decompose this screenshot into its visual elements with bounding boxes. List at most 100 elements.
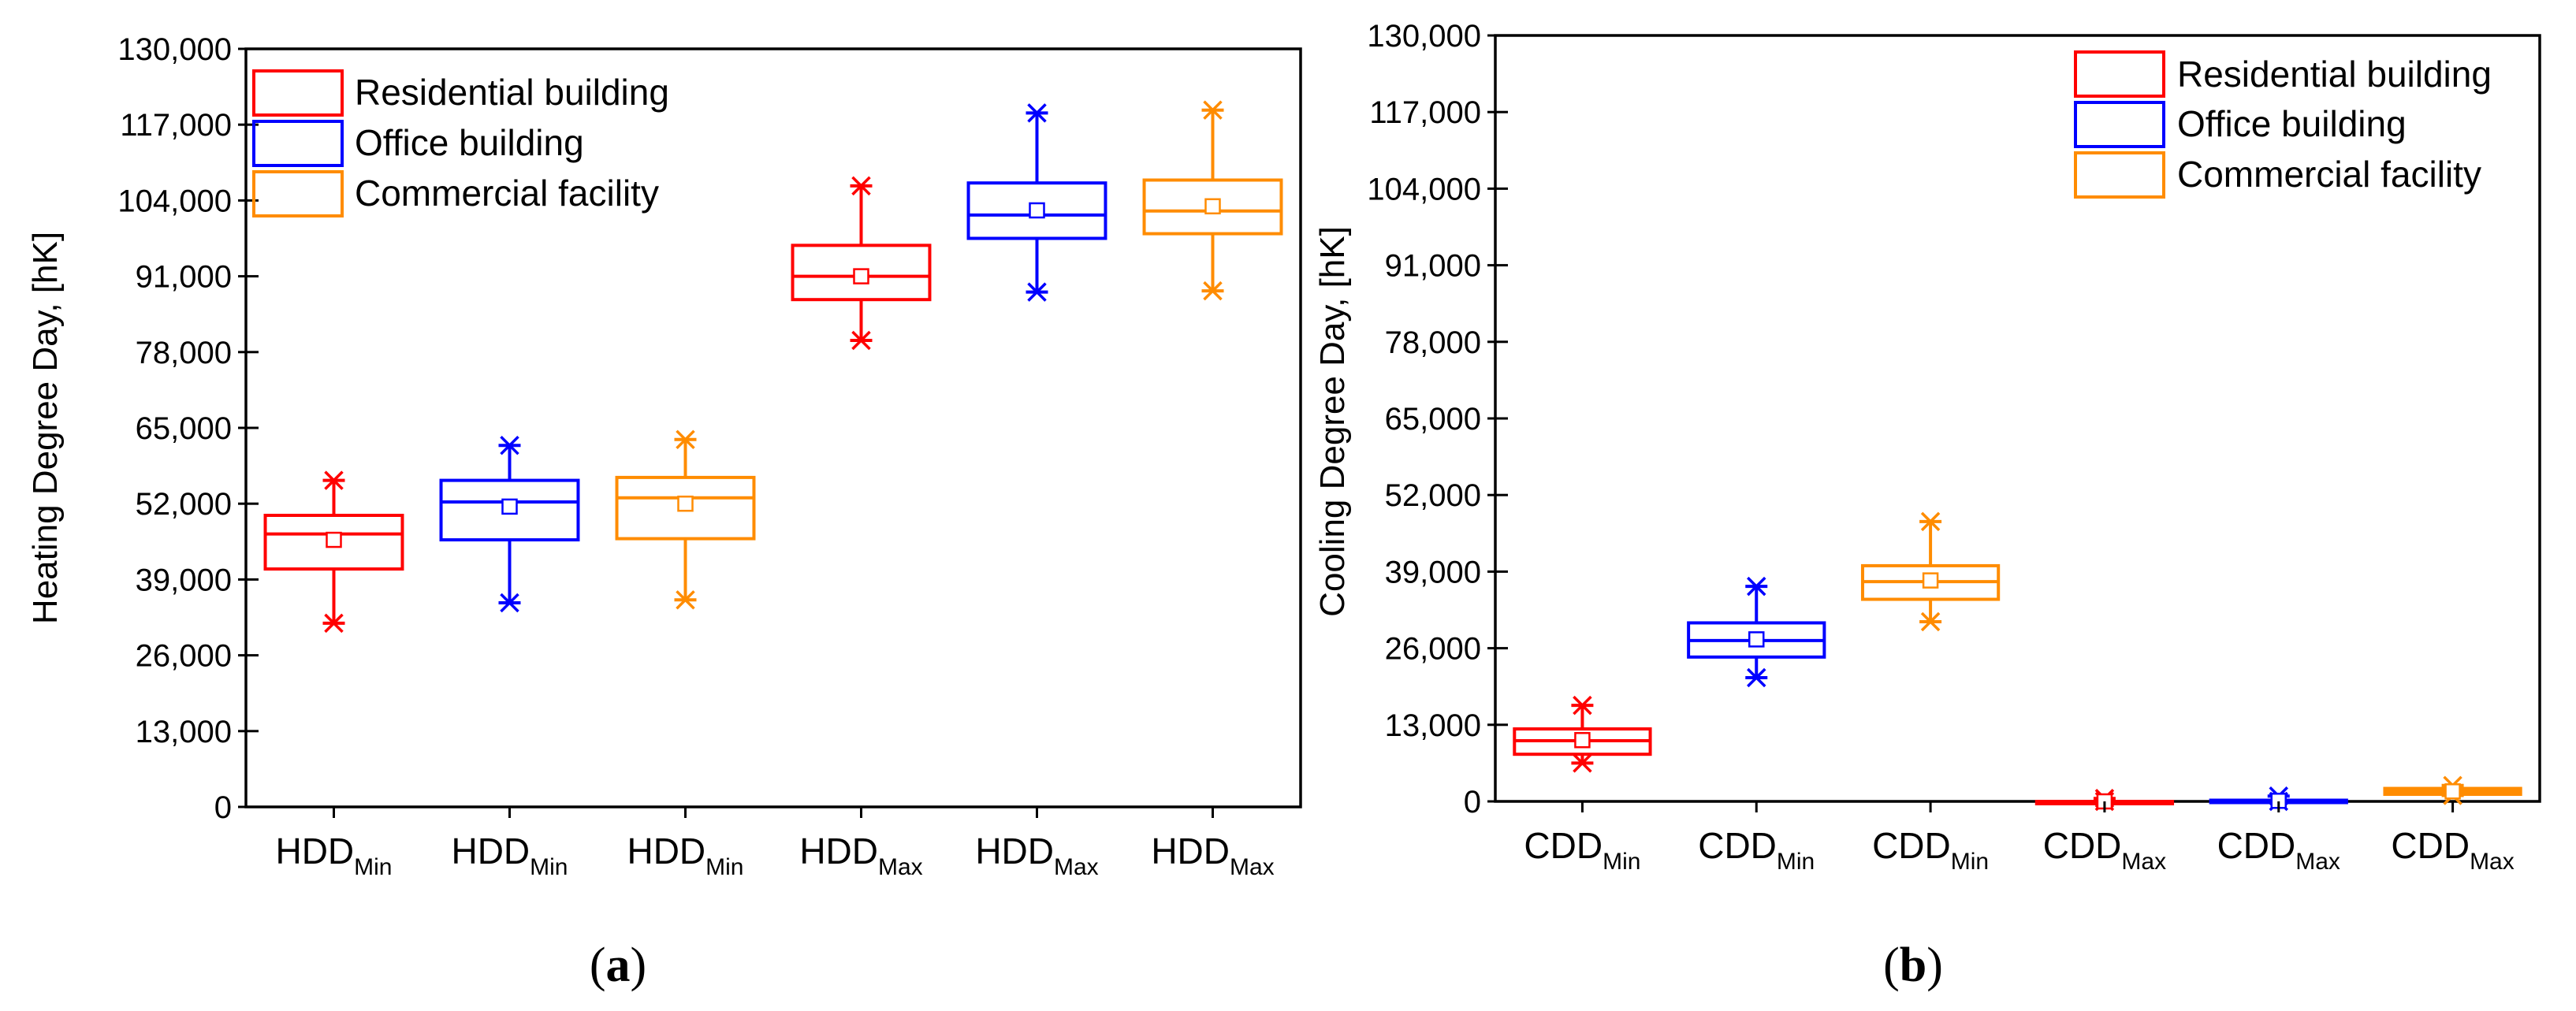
y-tick-label-b: 91,000 (1385, 249, 1481, 284)
x-tick-label-b: CDDMax (2391, 825, 2514, 875)
x-tick-label-b: CDDMax (2043, 825, 2166, 875)
mean-marker-office (1029, 202, 1045, 219)
mean-marker-office (501, 498, 518, 515)
y-tick-label-a: 39,000 (136, 563, 232, 597)
y-tick-label-a: 0 (214, 790, 232, 825)
y-tick-label-a: 65,000 (136, 411, 232, 446)
y-tick-label-a: 104,000 (117, 184, 232, 218)
max-marker-office (500, 435, 519, 455)
max-marker-office (1747, 576, 1766, 597)
max-marker-commercial (676, 429, 695, 450)
y-tick-label-b: 104,000 (1367, 172, 1481, 206)
y-tick-label-a: 13,000 (136, 715, 232, 749)
min-marker-commercial (1203, 281, 1223, 301)
y-tick-label-a: 117,000 (120, 108, 232, 143)
y-tick-label-a: 52,000 (136, 487, 232, 522)
legend-swatch-residential (252, 69, 344, 117)
legend-swatch-residential (2074, 50, 2165, 98)
max-marker-residential (324, 470, 344, 490)
y-tick-label-b: 130,000 (1367, 19, 1481, 54)
x-axis-labels-a: HDDMin HDDMin HDDMin HDDMax HDDMax HDDMax (275, 807, 1275, 880)
legend-label-residential: Residential building (2177, 54, 2492, 95)
legend-label-commercial: Commercial facility (2177, 154, 2481, 195)
legend-swatch-office (2074, 101, 2165, 148)
y-axis-title-a: Heating Degree Day, [hK] (26, 232, 65, 624)
panel-label-a-close: ) (631, 939, 647, 992)
panel-b: 0 13,000 26,000 39,000 52,000 65,000 78,000 91,… (1313, 19, 2541, 992)
y-tick-label-b: 65,000 (1385, 402, 1481, 437)
legend-b: Residential building Office building Com… (2074, 50, 2492, 199)
mean-marker-residential (326, 531, 342, 548)
y-tick-label-a: 78,000 (136, 336, 232, 370)
panel-label-a-letter: a (606, 939, 631, 992)
y-tick-label-b: 0 (1464, 785, 1481, 820)
mean-marker-commercial (1204, 198, 1221, 215)
box-office (966, 181, 1107, 240)
min-marker-commercial (676, 590, 695, 610)
legend-swatch-commercial (2074, 151, 2165, 199)
legend-label-residential: Residential building (355, 72, 669, 113)
x-tick-label-b: CDDMax (2217, 825, 2340, 875)
y-tick-label-b: 52,000 (1385, 478, 1481, 513)
panel-label-b-close: ) (1926, 939, 1943, 992)
legend-swatch-commercial (252, 170, 344, 217)
max-marker-residential (851, 176, 871, 196)
min-marker-office (1027, 282, 1047, 302)
y-tick-label-a: 91,000 (136, 260, 232, 295)
max-marker-residential (1573, 695, 1592, 716)
x-tick-label-b: CDDMin (1524, 825, 1640, 875)
y-axis-a: 0 13,000 26,000 39,000 52,000 65,000 78,000 91,… (117, 32, 259, 825)
y-tick-label-b: 13,000 (1385, 708, 1481, 743)
min-marker-residential (1573, 753, 1592, 773)
panel-label-a: (a) (590, 939, 646, 992)
panel-label-a-open: ( (590, 939, 606, 992)
box-commercial (615, 475, 756, 541)
mean-marker-office (1748, 631, 1765, 648)
panel-label-b: (b) (1883, 939, 1943, 992)
x-tick-label-a: HDDMax (799, 831, 922, 880)
x-tick-label-a: HDDMax (1151, 831, 1274, 880)
x-tick-label-a: HDDMax (975, 831, 1098, 880)
mean-marker-commercial (1922, 572, 1939, 589)
legend-label-office: Office building (355, 122, 584, 163)
box-series-a (263, 100, 1283, 634)
max-marker-commercial (1203, 100, 1223, 120)
mean-marker-commercial (2444, 783, 2461, 800)
legend-a: Residential building Office building Com… (252, 69, 669, 217)
mean-marker-residential (1574, 731, 1591, 749)
panel-a: 0 13,000 26,000 39,000 52,000 65,000 78,000 91,… (26, 32, 1302, 992)
min-marker-office (500, 593, 519, 613)
min-marker-office (1747, 667, 1766, 688)
min-marker-residential (324, 613, 344, 634)
legend-label-office: Office building (2177, 103, 2407, 144)
x-axis-labels-b: CDDMin CDDMin CDDMin CDDMax CDDMax CDDMax (1524, 801, 2515, 875)
y-tick-label-a: 26,000 (136, 639, 232, 674)
y-tick-label-b: 78,000 (1385, 325, 1481, 360)
y-tick-label-b: 117,000 (1369, 95, 1481, 130)
min-marker-residential (851, 330, 871, 351)
y-axis-b: 0 13,000 26,000 39,000 52,000 65,000 78,000 91,… (1367, 19, 1508, 820)
box-residential (791, 243, 932, 302)
x-tick-label-a: HDDMin (627, 831, 743, 880)
y-axis-title-b: Cooling Degree Day, [hK] (1313, 226, 1352, 617)
mean-marker-residential (853, 268, 869, 284)
box-residential (263, 514, 404, 571)
y-tick-label-b: 39,000 (1385, 555, 1481, 589)
legend-swatch-office (252, 120, 344, 167)
mean-marker-commercial (677, 495, 694, 512)
x-tick-label-b: CDDMin (1698, 825, 1815, 875)
y-tick-label-b: 26,000 (1385, 632, 1481, 667)
min-marker-commercial (1920, 611, 1941, 632)
x-tick-label-b: CDDMin (1872, 825, 1989, 875)
max-marker-office (1027, 103, 1047, 123)
max-marker-commercial (1920, 511, 1941, 532)
box-commercial (1142, 178, 1283, 236)
box-office (439, 478, 580, 542)
x-tick-label-a: HDDMin (275, 831, 392, 880)
legend-label-commercial: Commercial facility (355, 173, 659, 214)
panel-label-b-letter: b (1900, 939, 1926, 992)
panel-label-b-open: ( (1883, 939, 1900, 992)
x-tick-label-a: HDDMin (451, 831, 568, 880)
